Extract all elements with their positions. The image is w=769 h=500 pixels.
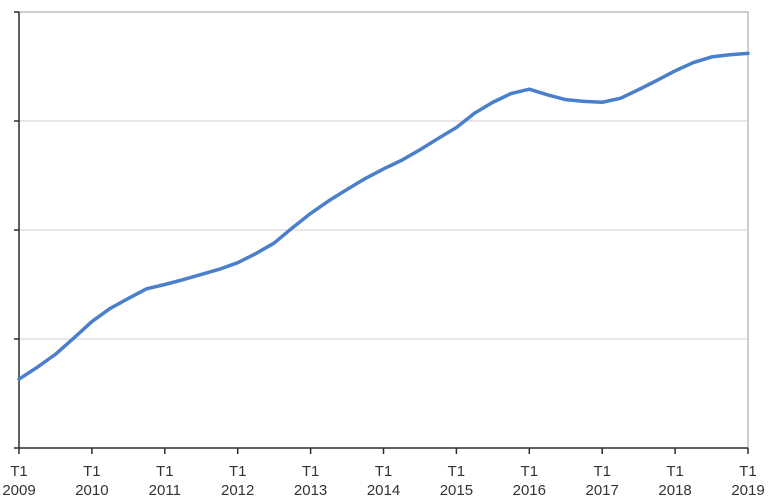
x-tick-label-6: T1 2015 (440, 463, 473, 499)
x-tick-label-1: T1 2010 (75, 463, 108, 499)
x-tick-label-4: T1 2013 (294, 463, 327, 499)
x-tick-label-0: T1 2009 (2, 463, 35, 499)
x-tick-label-10: T1 2019 (731, 463, 764, 499)
series-line-0 (17, 51, 750, 381)
x-tick-label-3: T1 2012 (221, 463, 254, 499)
x-tick-label-2: T1 2011 (149, 463, 181, 499)
x-tick-label-7: T1 2016 (513, 463, 546, 499)
plot-frame (19, 11, 749, 448)
x-tick-label-5: T1 2014 (367, 463, 400, 499)
x-tick-label-8: T1 2017 (586, 463, 619, 499)
x-tick-label-9: T1 2018 (658, 463, 691, 499)
